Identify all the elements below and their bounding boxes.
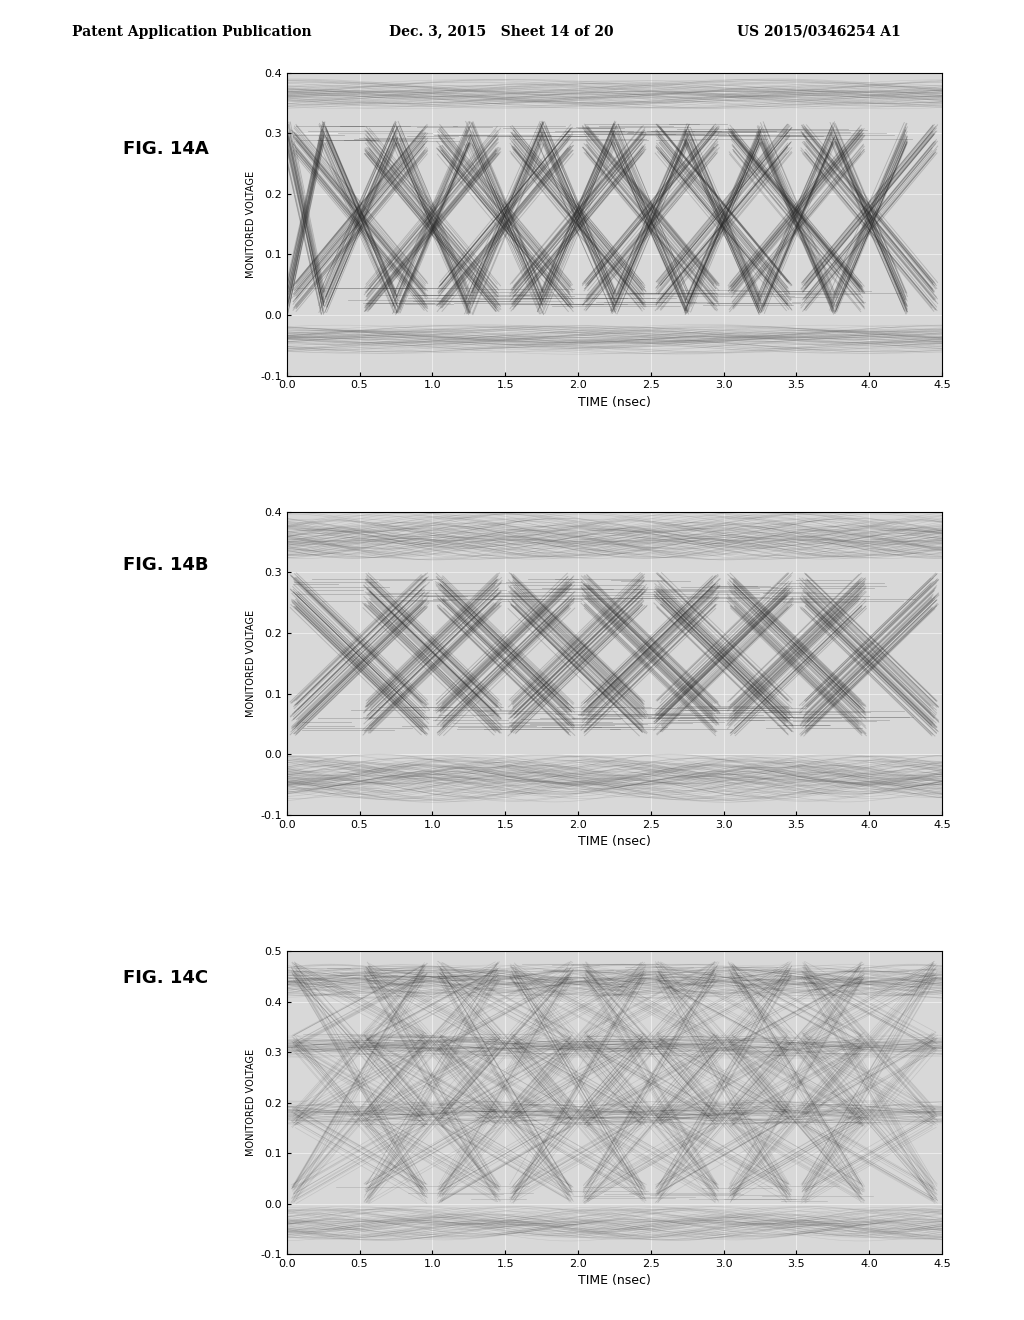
- X-axis label: TIME (nsec): TIME (nsec): [578, 396, 651, 409]
- X-axis label: TIME (nsec): TIME (nsec): [578, 836, 651, 849]
- Y-axis label: MONITORED VOLTAGE: MONITORED VOLTAGE: [246, 1049, 256, 1156]
- Text: Dec. 3, 2015   Sheet 14 of 20: Dec. 3, 2015 Sheet 14 of 20: [389, 25, 613, 38]
- Y-axis label: MONITORED VOLTAGE: MONITORED VOLTAGE: [246, 610, 256, 717]
- Text: US 2015/0346254 A1: US 2015/0346254 A1: [737, 25, 901, 38]
- Y-axis label: MONITORED VOLTAGE: MONITORED VOLTAGE: [246, 170, 256, 277]
- Text: FIG. 14C: FIG. 14C: [123, 969, 208, 987]
- Text: Patent Application Publication: Patent Application Publication: [72, 25, 311, 38]
- X-axis label: TIME (nsec): TIME (nsec): [578, 1274, 651, 1287]
- Text: FIG. 14B: FIG. 14B: [123, 556, 208, 574]
- Text: FIG. 14A: FIG. 14A: [123, 140, 209, 158]
